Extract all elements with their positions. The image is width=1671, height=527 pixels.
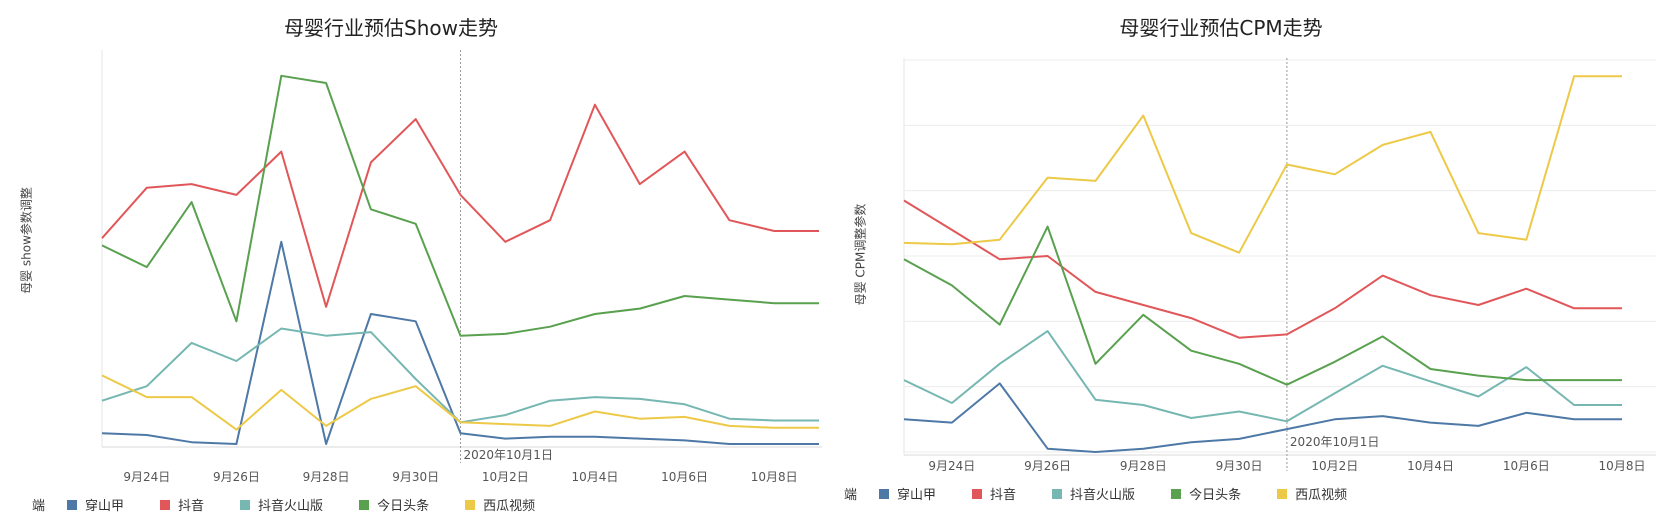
- cpm-trend-panel: 母婴行业预估CPM走势 母婴 CPM调整参数 2020年10月1日 9月24日 9月…: [836, 0, 1671, 527]
- legend-label: 抖音火山版: [258, 499, 324, 514]
- legend-label: 穿山甲: [85, 499, 125, 514]
- legend-label: 今日头条: [377, 499, 430, 514]
- x-tick-label: 10月4日: [1407, 459, 1454, 473]
- legend-label: 西瓜视频: [483, 499, 536, 514]
- legend-swatch: [879, 488, 890, 499]
- legend-swatch: [359, 499, 370, 510]
- legend: 端 穿山甲 抖音 抖音火山版 今日头条 西瓜视频: [32, 495, 571, 514]
- legend-label: 穿山甲: [897, 488, 937, 503]
- x-tick-label: 9月24日: [123, 470, 170, 484]
- legend-swatch: [972, 488, 983, 499]
- series-line: [903, 199, 1622, 339]
- legend-item[interactable]: 抖音: [972, 484, 1016, 503]
- legend-label: 今日头条: [1189, 488, 1242, 503]
- annotation-label: 2020年10月1日: [464, 448, 553, 462]
- legend-swatch: [240, 499, 251, 510]
- x-tick-label: 10月2日: [1311, 459, 1358, 473]
- x-tick-label: 10月6日: [661, 470, 708, 484]
- legend-item[interactable]: 抖音火山版: [1052, 484, 1135, 503]
- chart-title: 母婴行业预估CPM走势: [1119, 16, 1323, 40]
- legend-item[interactable]: 今日头条: [359, 495, 429, 514]
- series-line: [903, 330, 1622, 423]
- x-tick-label: 9月30日: [1216, 459, 1263, 473]
- legend-title: 端: [844, 488, 858, 503]
- legend-swatch: [67, 499, 78, 510]
- legend-item[interactable]: 抖音火山版: [240, 495, 323, 514]
- series-line: [903, 75, 1622, 254]
- x-tick-label: 10月8日: [1599, 459, 1646, 473]
- legend-item[interactable]: 抖音: [160, 495, 204, 514]
- legend-label: 抖音: [178, 499, 205, 514]
- x-tick-label: 9月28日: [303, 470, 350, 484]
- x-tick-label: 10月4日: [571, 470, 618, 484]
- legend-swatch: [1171, 488, 1182, 499]
- legend-item[interactable]: 穿山甲: [879, 484, 936, 503]
- legend-swatch: [1052, 488, 1063, 499]
- show-trend-chart: 2020年10月1日 9月24日 9月26日 9月28日 9月30日 10月2日 10月4日…: [101, 50, 822, 484]
- series-line: [101, 103, 819, 308]
- x-tick-label: 10月8日: [751, 470, 798, 484]
- legend-swatch: [160, 499, 171, 510]
- cpm-trend-chart: 2020年10月1日 9月24日 9月26日 9月28日 9月30日 10月2日 10月4日…: [903, 58, 1656, 473]
- series-line: [903, 225, 1622, 386]
- legend-item[interactable]: 今日头条: [1171, 484, 1241, 503]
- x-tick-label: 9月24日: [928, 459, 975, 473]
- legend-label: 抖音火山版: [1070, 488, 1136, 503]
- legend: 端 穿山甲 抖音 抖音火山版 今日头条 西瓜视频: [844, 484, 1383, 503]
- series-line: [101, 374, 819, 431]
- legend-label: 抖音: [990, 488, 1017, 503]
- legend-swatch: [465, 499, 476, 510]
- legend-item[interactable]: 穿山甲: [67, 495, 124, 514]
- legend-item[interactable]: 西瓜视频: [465, 495, 535, 514]
- legend-swatch: [1277, 488, 1288, 499]
- series-line: [101, 74, 819, 337]
- legend-title: 端: [32, 499, 46, 514]
- x-tick-label: 9月26日: [1024, 459, 1071, 473]
- chart-title: 母婴行业预估Show走势: [284, 16, 498, 40]
- series-line: [903, 382, 1622, 453]
- x-tick-label: 10月6日: [1503, 459, 1550, 473]
- x-tick-label: 9月30日: [392, 470, 439, 484]
- x-tick-label: 9月28日: [1120, 459, 1167, 473]
- x-tick-label: 9月26日: [213, 470, 260, 484]
- legend-item[interactable]: 西瓜视频: [1277, 484, 1347, 503]
- legend-label: 西瓜视频: [1295, 488, 1348, 503]
- annotation-label: 2020年10月1日: [1290, 435, 1379, 449]
- show-trend-panel: 母婴行业预估Show走势 母婴 show参数调整 2020年10月1日 9月24日…: [20, 16, 822, 514]
- x-tick-label: 10月2日: [482, 470, 529, 484]
- series-line: [101, 240, 819, 445]
